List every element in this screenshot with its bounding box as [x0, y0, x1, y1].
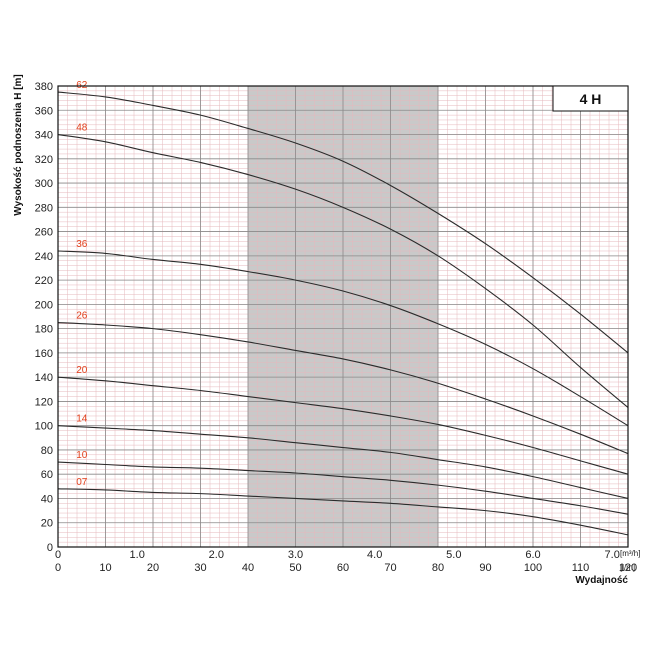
y-tick-label: 340: [35, 130, 53, 142]
x-tick-label-lmin: 90: [479, 562, 491, 574]
x-axis-title: Wydajność: [575, 575, 628, 586]
y-tick-label: 260: [35, 227, 53, 239]
curve-48: [57, 133, 629, 408]
x-tick-label-lmin: 110: [572, 562, 590, 574]
x-tick-label-lmin: 30: [194, 562, 206, 574]
curve-14: [57, 425, 629, 500]
y-tick-label: 40: [41, 493, 53, 505]
x-tick-label-lmin: 0: [55, 562, 61, 574]
x-tick-label-lmin: 120: [619, 562, 637, 574]
series-label-26: 26: [76, 311, 88, 322]
y-axis-tick-labels: 0 20 40 60 80 100 120 140 160 180 200 220 240 260 280 3…: [35, 81, 53, 554]
pump-curves: [57, 91, 629, 536]
x-axis-tick-labels-m3h: 0 1.0 2.0 3.0 4.0 5.0 6.0 7.0: [55, 549, 620, 561]
x-tick-label-m3h: 0: [55, 549, 61, 561]
x-tick-label-m3h: 4.0: [367, 549, 382, 561]
y-tick-label: 100: [35, 421, 53, 433]
y-tick-label: 320: [35, 154, 53, 166]
y-tick-label: 240: [35, 251, 53, 263]
series-label-36: 36: [76, 239, 88, 250]
curve-07: [57, 488, 629, 536]
y-tick-label: 140: [35, 372, 53, 384]
x-tick-label-lmin: 40: [242, 562, 254, 574]
series-label-14: 14: [76, 414, 88, 425]
y-tick-label: 160: [35, 348, 53, 360]
model-badge-box: [552, 85, 629, 112]
y-tick-label: 120: [35, 396, 53, 408]
series-label-07: 07: [76, 477, 88, 488]
curve-26: [57, 322, 629, 455]
series-label-10: 10: [76, 450, 88, 461]
x-tick-label-m3h: 2.0: [209, 549, 224, 561]
x-unit-m3h: [m³/h]: [620, 549, 640, 558]
x-tick-label-lmin: 20: [147, 562, 159, 574]
curve-62: [57, 91, 629, 354]
y-tick-label: 220: [35, 275, 53, 287]
x-tick-label-lmin: 100: [524, 562, 542, 574]
plot-frame: [57, 85, 629, 548]
series-label-20: 20: [76, 365, 88, 376]
y-tick-label: 200: [35, 299, 53, 311]
x-tick-label-lmin: 70: [384, 562, 396, 574]
x-tick-label-m3h: 5.0: [446, 549, 461, 561]
y-tick-label: 0: [47, 542, 53, 554]
y-tick-label: 60: [41, 469, 53, 481]
y-tick-label: 280: [35, 202, 53, 214]
x-tick-label-m3h: 7.0: [605, 549, 620, 561]
y-axis-title: Wysokość podnoszenia H [m]: [13, 74, 24, 216]
x-axis-tick-labels-lmin: 0 10 20 30 40 50 60 70 80 90 100 110 120: [55, 562, 637, 574]
y-tick-label: 300: [35, 178, 53, 190]
curve-36: [57, 250, 629, 427]
curve-20: [57, 376, 629, 475]
y-tick-label: 80: [41, 445, 53, 457]
model-badge-label: 4 H: [580, 91, 602, 107]
curve-10: [57, 461, 629, 515]
x-tick-label-lmin: 50: [289, 562, 301, 574]
x-tick-label-lmin: 60: [337, 562, 349, 574]
x-tick-label-lmin: 10: [99, 562, 111, 574]
y-tick-label: 20: [41, 518, 53, 530]
x-tick-label-lmin: 80: [432, 562, 444, 574]
y-tick-label: 360: [35, 105, 53, 117]
y-tick-label: 180: [35, 324, 53, 336]
x-tick-label-m3h: 1.0: [130, 549, 145, 561]
x-tick-label-m3h: 3.0: [288, 549, 303, 561]
x-unit-lmin: [l/m]: [620, 563, 635, 572]
y-tick-label: 380: [35, 81, 53, 93]
x-tick-label-m3h: 6.0: [525, 549, 540, 561]
series-label-48: 48: [76, 123, 88, 134]
